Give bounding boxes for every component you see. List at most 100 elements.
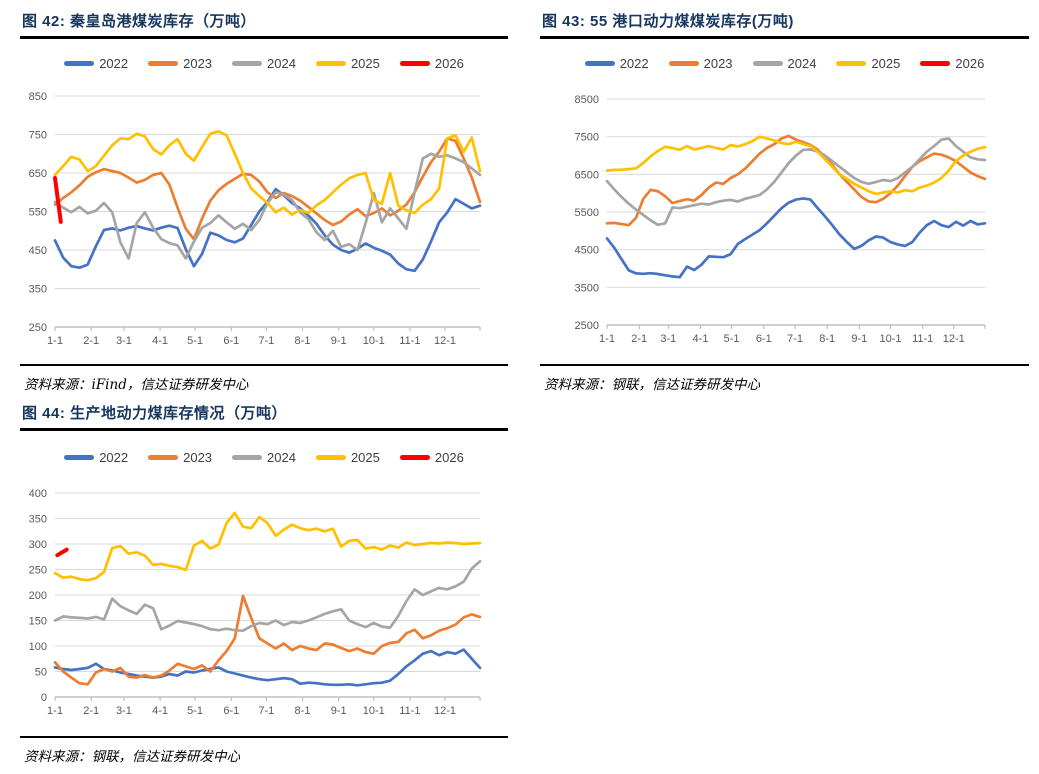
legend-item-2025: 2025 (315, 450, 380, 465)
legend-swatch-2026 (399, 455, 430, 460)
legend-item-2025: 2025 (315, 56, 380, 71)
y-axis-label: 150 (29, 616, 47, 628)
y-axis-label: 50 (35, 667, 47, 679)
figure-42-source: 资料来源：iFind，信达证券研发中心 (20, 364, 508, 393)
y-axis-label: 5500 (575, 207, 599, 219)
legend-item-2026: 2026 (920, 56, 984, 71)
legend-swatch-2022 (584, 61, 615, 66)
y-axis-label: 0 (41, 692, 47, 704)
legend-swatch-2024 (752, 61, 783, 66)
series-line-2024 (53, 152, 482, 260)
y-axis-label: 200 (29, 590, 47, 602)
series-line-2026 (55, 547, 69, 558)
series-line-2023 (53, 136, 482, 241)
y-axis-label: 250 (29, 565, 47, 577)
x-axis-label: 6-1 (223, 705, 239, 717)
y-axis-label: 3500 (575, 282, 599, 294)
y-axis-label: 450 (29, 245, 47, 257)
legend-label: 2025 (350, 56, 380, 71)
legend-label: 2023 (703, 56, 733, 71)
legend-swatch-2023 (148, 61, 179, 66)
legend-label: 2022 (99, 450, 129, 465)
y-axis-label: 7500 (575, 132, 599, 144)
x-axis-label: 9-1 (331, 335, 347, 347)
x-axis-label: 6-1 (223, 335, 239, 347)
y-axis-label: 850 (29, 91, 47, 103)
legend-swatch-2025 (836, 61, 867, 66)
legend-label: 2025 (871, 56, 901, 71)
legend-item-2022: 2022 (64, 450, 128, 465)
legend-label: 2026 (434, 450, 464, 465)
figure-43-legend: 2022 2023 2024 2025 2026 (540, 56, 1029, 71)
legend-item-2024: 2024 (752, 56, 817, 71)
series-line-2025 (53, 511, 482, 582)
x-axis-label: 2-1 (83, 705, 99, 717)
series-line-2023 (53, 594, 482, 686)
x-axis-label: 3-1 (660, 333, 676, 345)
legend-item-2026: 2026 (399, 450, 464, 465)
legend-label: 2023 (183, 450, 213, 465)
legend-item-2023: 2023 (148, 450, 212, 465)
series-line-2026 (53, 176, 63, 224)
x-axis-label: 11-1 (912, 333, 933, 345)
x-axis-label: 9-1 (331, 705, 347, 717)
legend-label: 2023 (183, 56, 213, 71)
y-axis-label: 6500 (575, 169, 599, 181)
y-axis-label: 550 (29, 207, 47, 219)
figure-44-legend: 2022 2023 2024 2025 2026 (20, 450, 508, 465)
series-line-2025 (605, 135, 987, 196)
figure-43-chart: 2500 3500 4500 5500 6500 7500 8500 1-1 2-1 3-1 4-1… (575, 94, 987, 345)
x-axis-label: 4-1 (693, 333, 709, 345)
legend-label: 2026 (434, 56, 464, 71)
figure-44-chart: 0 50 100 150 200 250 300 350 400 1-1 2-1 3-1 4-1 5-1 6… (29, 488, 482, 717)
figure-42-chart: 250 350 450 550 650 750 850 1-1 2-1 3-1 4-1 5-1 6-1 7… (29, 91, 482, 347)
legend-swatch-2024 (232, 455, 263, 460)
x-axis-label: 9-1 (851, 333, 867, 345)
x-axis-label: 4-1 (152, 705, 168, 717)
legend-swatch-2026 (920, 61, 951, 66)
figure-42: 图 42: 秦皇岛港煤炭库存（万吨） 2022 2023 2024 2025 2026 … (20, 8, 508, 393)
legend-label: 2022 (619, 56, 649, 71)
y-axis-label: 350 (29, 514, 47, 526)
x-axis-label: 3-1 (116, 335, 132, 347)
y-axis-label: 2500 (575, 320, 599, 332)
x-axis-label: 11-1 (399, 705, 420, 717)
legend-item-2023: 2023 (148, 56, 212, 71)
x-axis-label: 8-1 (295, 335, 311, 347)
legend-label: 2024 (787, 56, 817, 71)
y-axis-label: 400 (29, 488, 47, 500)
x-axis-label: 7-1 (258, 705, 274, 717)
legend-label: 2024 (267, 56, 296, 71)
y-axis-label: 100 (29, 641, 47, 653)
legend-label: 2026 (955, 56, 985, 71)
figure-43: 图 43: 55 港口动力煤煤炭库存(万吨) 2022 2023 2024 2025 2… (540, 8, 1029, 393)
x-axis-label: 5-1 (187, 705, 203, 717)
figure-44-source: 资料来源：钢联，信达证券研发中心 (20, 736, 508, 765)
legend-item-2024: 2024 (232, 56, 296, 71)
x-axis-label: 12-1 (943, 333, 965, 345)
figure-44: 图 44: 生产地动力煤库存情况（万吨） 2022 2023 2024 2025 202… (20, 400, 508, 766)
x-axis-label: 5-1 (187, 335, 203, 347)
series-line-2023 (605, 134, 987, 227)
legend-label: 2022 (99, 56, 129, 71)
x-axis-label: 6-1 (756, 333, 772, 345)
legend-swatch-2023 (668, 61, 699, 66)
x-axis-label: 2-1 (83, 335, 99, 347)
x-axis-label: 2-1 (631, 333, 647, 345)
x-axis-label: 8-1 (295, 705, 311, 717)
figure-42-legend: 2022 2023 2024 2025 2026 (20, 56, 508, 71)
series-line-2022 (605, 197, 987, 279)
figure-43-title: 图 43: 55 港口动力煤煤炭库存(万吨) (540, 8, 1029, 39)
legend-item-2024: 2024 (232, 450, 296, 465)
legend-item-2025: 2025 (836, 56, 900, 71)
x-axis-label: 3-1 (116, 705, 132, 717)
legend-swatch-2024 (232, 61, 263, 66)
x-axis-label: 10-1 (363, 335, 385, 347)
legend-swatch-2022 (64, 61, 95, 66)
legend-swatch-2025 (315, 455, 346, 460)
x-axis-label: 7-1 (258, 335, 274, 347)
y-axis-label: 8500 (575, 94, 599, 106)
y-axis-label: 650 (29, 168, 47, 180)
legend-label: 2024 (267, 450, 296, 465)
